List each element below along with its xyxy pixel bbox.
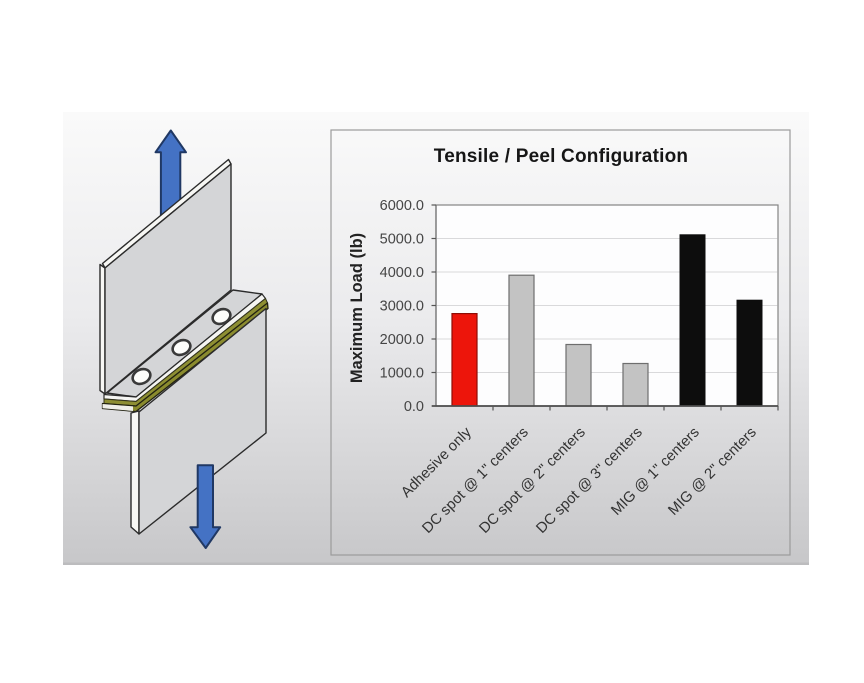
svg-text:4000.0: 4000.0 [380,265,424,281]
svg-text:5000.0: 5000.0 [380,232,424,248]
svg-text:0.0: 0.0 [404,399,424,415]
svg-text:Tensile / Peel Configuration: Tensile / Peel Configuration [434,146,688,167]
svg-text:3000.0: 3000.0 [380,299,424,315]
svg-text:2000.0: 2000.0 [380,332,424,348]
svg-text:Maximum Load (lb): Maximum Load (lb) [348,233,366,383]
svg-text:1000.0: 1000.0 [380,366,424,382]
svg-text:6000.0: 6000.0 [380,198,424,214]
